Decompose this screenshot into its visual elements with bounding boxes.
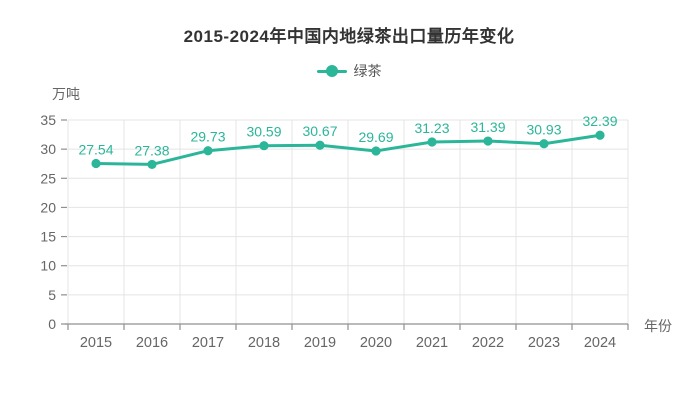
x-axis-tick-label: 2023 (528, 335, 560, 351)
data-point-label: 29.73 (190, 129, 225, 145)
data-point-label: 31.39 (470, 119, 505, 135)
data-point[interactable] (259, 141, 269, 151)
data-point[interactable] (483, 136, 493, 146)
x-axis-tick-label: 2019 (304, 335, 336, 351)
data-point[interactable] (147, 159, 157, 170)
data-point-label: 30.59 (246, 124, 281, 140)
data-point[interactable] (427, 137, 437, 147)
data-point-label: 27.38 (134, 142, 169, 158)
x-axis-tick-label: 2015 (80, 335, 112, 351)
y-axis-tick-label: 5 (48, 287, 56, 303)
data-point[interactable] (371, 146, 381, 156)
data-point[interactable] (315, 140, 325, 150)
legend-label: 绿茶 (353, 63, 382, 79)
x-axis-tick-label: 2017 (192, 335, 224, 351)
chart-title: 2015-2024年中国内地绿茶出口量历年变化 (183, 27, 515, 46)
y-axis-tick-label: 10 (40, 258, 56, 274)
y-axis-tick-label: 15 (40, 229, 56, 245)
y-axis-tick-label: 35 (40, 112, 56, 128)
y-axis-tick-label: 0 (48, 316, 56, 332)
legend-item-green-tea[interactable]: 绿茶 (316, 61, 382, 81)
y-axis-name: 万吨 (52, 86, 80, 102)
legend-dot-icon (325, 65, 338, 77)
x-axis-tick-label: 2024 (584, 335, 616, 351)
legend-line-marker-icon (316, 64, 347, 78)
data-point-label: 30.67 (302, 123, 337, 139)
data-point-label: 27.54 (78, 141, 113, 157)
x-axis-tick-label: 2016 (136, 335, 168, 351)
data-point-label: 29.69 (358, 129, 393, 145)
data-point[interactable] (91, 158, 101, 169)
x-axis-name: 年份 (644, 318, 672, 334)
legend: 绿茶 (0, 61, 698, 81)
data-point-label: 31.23 (414, 120, 449, 136)
x-axis-tick-label: 2021 (416, 335, 448, 351)
data-point[interactable] (203, 146, 213, 156)
data-point-label: 32.39 (582, 113, 617, 129)
data-point[interactable] (595, 130, 605, 140)
data-point-label: 30.93 (526, 122, 561, 138)
x-axis-tick-label: 2020 (360, 335, 392, 351)
y-axis-tick-label: 20 (40, 199, 56, 215)
y-axis-tick-label: 25 (40, 170, 56, 186)
y-axis-tick-label: 30 (40, 141, 56, 157)
x-axis-tick-label: 2022 (472, 335, 504, 351)
data-point[interactable] (539, 139, 549, 149)
x-axis-tick-label: 2018 (248, 335, 280, 351)
series-line (94, 133, 602, 166)
